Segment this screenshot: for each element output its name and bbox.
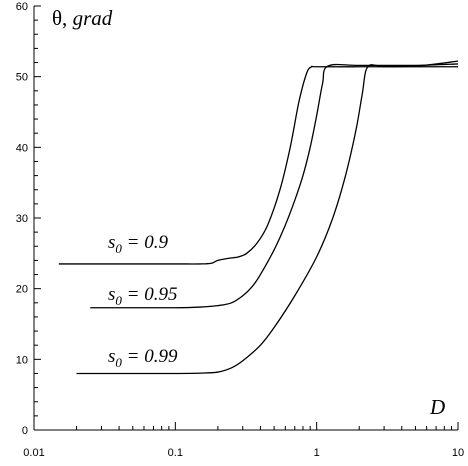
y-tick-label: 20 xyxy=(16,284,28,296)
y-tick-label: 0 xyxy=(22,425,28,437)
annotation-value: = 0.99 xyxy=(122,346,178,367)
annotation-subscript: 0 xyxy=(115,241,122,256)
x-tick-label: 10 xyxy=(452,447,464,459)
annotation-var: s xyxy=(108,284,115,305)
x-tick-label: 0.1 xyxy=(168,447,183,459)
y-axis-label-unit: grad xyxy=(73,6,113,30)
y-axis-label-symbol: θ, xyxy=(52,6,67,30)
y-tick-label: 10 xyxy=(16,354,28,366)
series-annotation-2: s0 = 0.95 xyxy=(108,284,177,308)
series-annotation-1: s0 = 0.9 xyxy=(108,232,168,256)
series-annotation-3: s0 = 0.99 xyxy=(108,346,178,370)
x-axis-label: D xyxy=(429,395,445,419)
series-line-1 xyxy=(58,60,459,265)
annotation-var: s xyxy=(108,232,115,253)
annotation-subscript: 0 xyxy=(115,355,122,370)
annotation-var: s xyxy=(108,346,115,367)
annotation-subscript: 0 xyxy=(115,293,122,308)
annotation-value: = 0.95 xyxy=(122,284,178,305)
series-line-3 xyxy=(76,64,458,375)
x-tick-label: 1 xyxy=(314,447,320,459)
y-axis-label: θ, grad xyxy=(52,6,113,30)
ticks xyxy=(33,5,459,431)
y-tick-label: 30 xyxy=(16,213,28,225)
y-tick-label: 60 xyxy=(16,1,28,13)
series-line-2 xyxy=(90,63,459,309)
series-lines xyxy=(58,60,459,375)
x-tick-label: 0.01 xyxy=(23,447,44,459)
annotation-value: = 0.9 xyxy=(122,232,169,253)
tick-labels: 0 10 20 30 40 50 60 0.01 0.1 1 10 xyxy=(16,1,464,459)
axes xyxy=(33,6,458,431)
y-tick-label: 50 xyxy=(16,72,28,84)
y-tick-label: 40 xyxy=(16,142,28,154)
